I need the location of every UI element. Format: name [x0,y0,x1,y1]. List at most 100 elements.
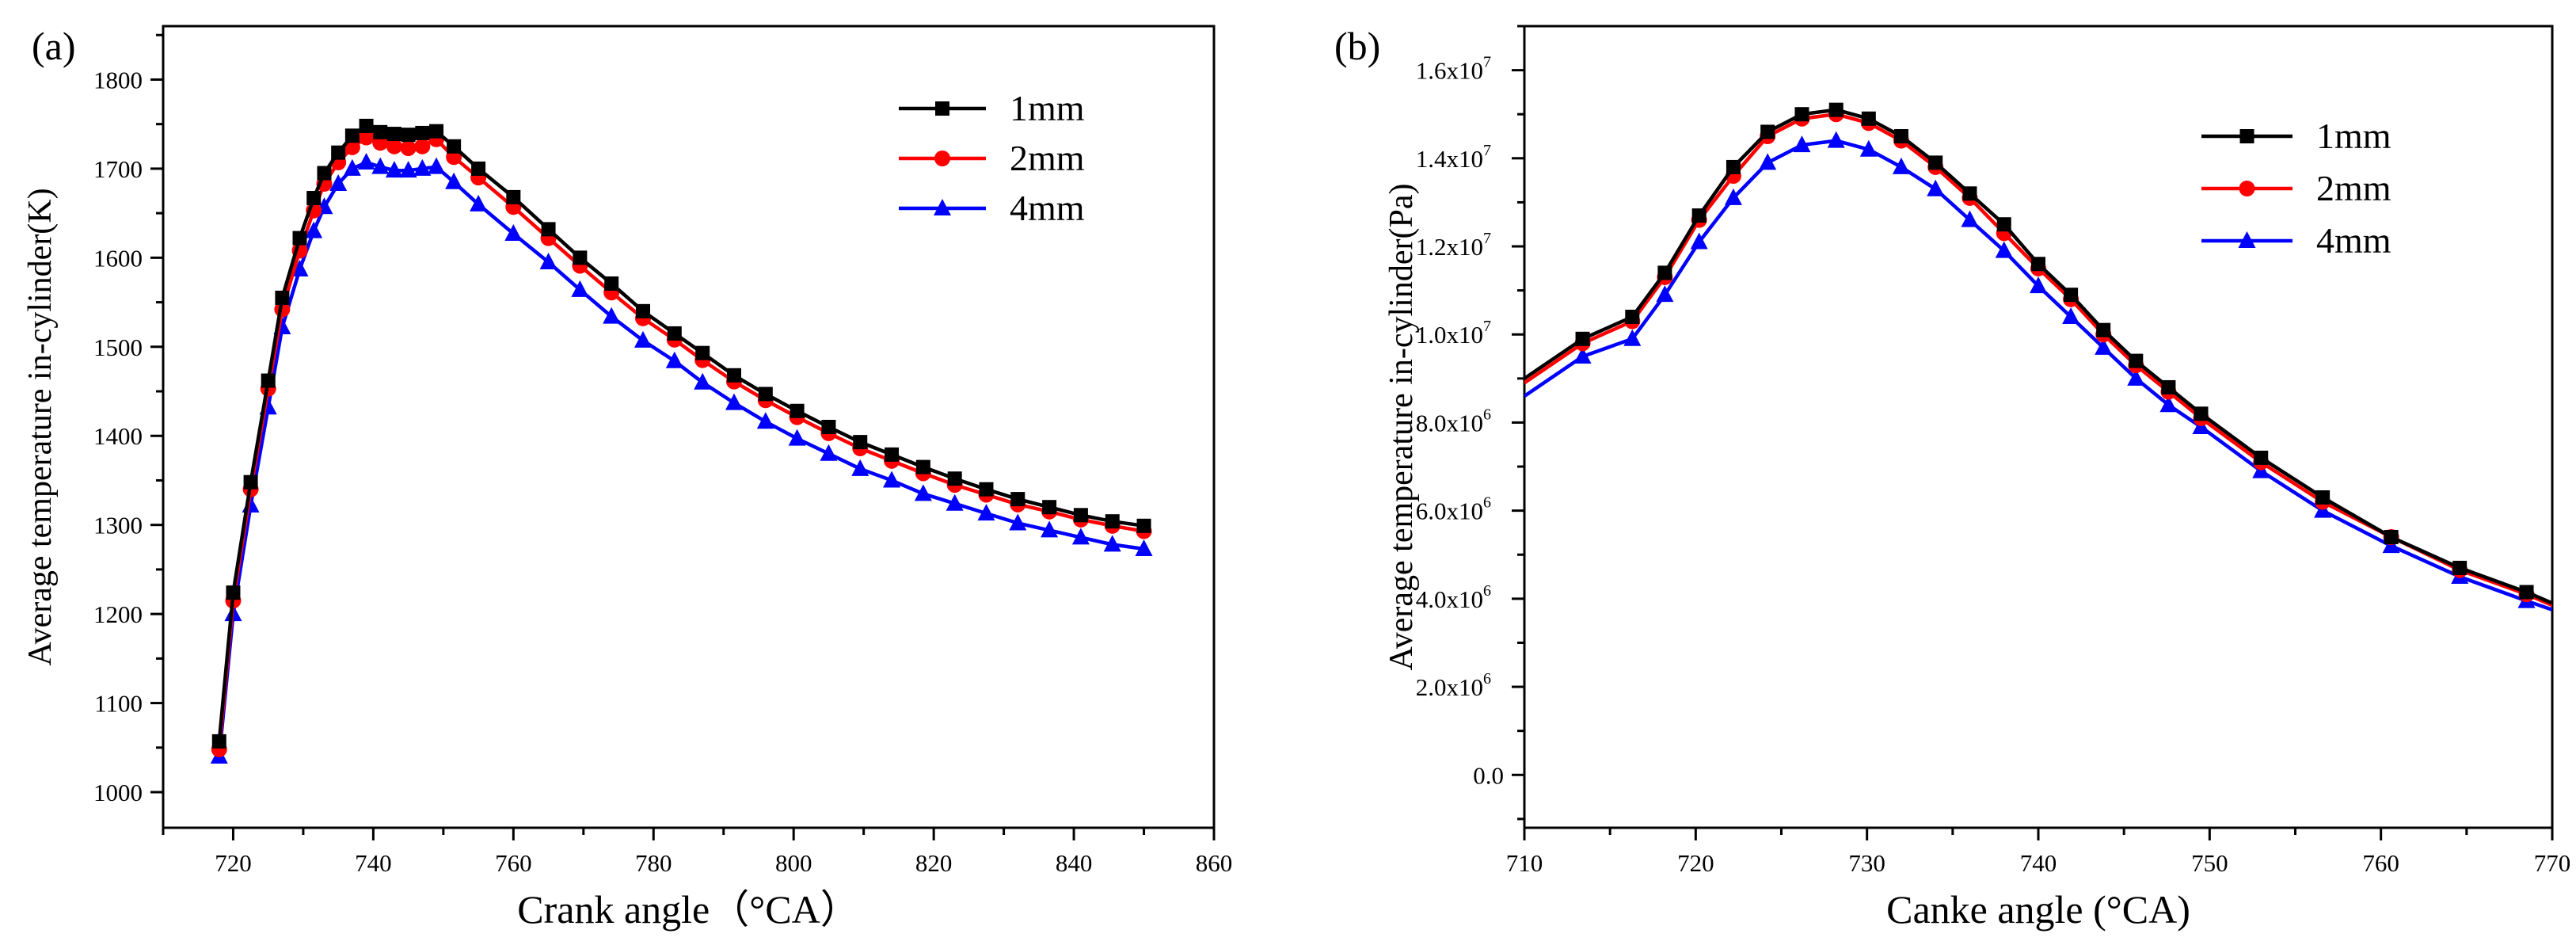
y-tick-exponent: 7 [1483,230,1491,247]
legend-marker-1mm [935,101,949,116]
data-point-1mm [2161,379,2176,394]
data-point-1mm [1575,331,1590,346]
x-tick-label: 730 [1848,849,1885,877]
legend: 1mm 2mm 4mm [899,88,1085,228]
panel-label: (b) [1334,24,1380,68]
data-point-1mm [635,303,650,318]
data-point-4mm [1995,241,2013,258]
legend-marker-4mm [2238,231,2256,248]
legend-marker-4mm [934,199,951,215]
y-tick-label: 8.0x106 [1416,406,1491,436]
y-tick-exponent: 6 [1483,670,1491,688]
data-point-4mm [371,157,390,174]
data-point-1mm [373,124,388,139]
legend-marker-1mm [2239,129,2254,143]
y-tick-exponent: 7 [1483,318,1491,335]
legend-label-4mm: 4mm [1010,188,1085,228]
data-point-4mm [504,223,523,241]
data-point-1mm [2064,288,2079,303]
data-point-4mm [413,158,432,176]
data-point-1mm [331,145,346,160]
data-point-4mm [665,351,683,368]
data-point-1mm [471,161,486,176]
data-point-1mm [306,191,322,206]
data-point-1mm [1691,208,1707,223]
data-point-1mm [359,118,374,133]
legend-marker-2mm [2239,181,2255,196]
data-point-1mm [1105,514,1120,529]
y-tick-label: 1000 [93,779,143,806]
data-point-1mm [401,128,416,143]
data-point-2mm [344,139,360,155]
data-point-4mm [820,444,838,461]
data-point-1mm [667,326,682,341]
data-point-1mm [573,250,588,265]
y-tick-exponent: 6 [1483,494,1491,512]
data-point-1mm [1996,217,2011,232]
y-tick-label: 1.4x107 [1416,142,1491,173]
data-point-4mm [385,161,403,178]
data-point-1mm [1726,159,1741,174]
legend-label-1mm: 1mm [1010,88,1085,128]
data-point-1mm [2096,322,2111,337]
data-point-1mm [415,125,430,140]
legend-label-1mm: 1mm [2316,116,2391,156]
data-point-4mm [883,471,901,488]
plot-frame [162,25,1216,829]
data-point-1mm [2194,406,2209,421]
series-4mm [1524,131,2552,612]
y-tick-exponent: 6 [1483,406,1491,423]
y-tick-exponent: 6 [1483,582,1491,600]
data-point-4mm [2095,337,2113,355]
data-point-4mm [977,504,995,521]
data-point-4mm [539,252,557,269]
data-point-4mm [603,307,621,324]
data-point-4mm [1009,513,1027,531]
series-line-2mm [217,135,1144,750]
y-tick-label: 1800 [93,66,143,93]
data-point-4mm [1961,210,1979,227]
data-point-1mm [1657,265,1672,280]
x-tick-label: 860 [1196,849,1233,877]
data-point-1mm [1794,107,1809,122]
y-tick-label: 1100 [94,690,143,718]
panel-label: (a) [32,24,76,68]
data-point-4mm [445,172,463,189]
data-point-4mm [470,194,488,211]
data-point-4mm [1623,329,1642,346]
data-point-1mm [821,420,836,434]
y-tick-label: 1.6x107 [1416,54,1491,85]
data-point-1mm [853,435,868,450]
data-point-4mm [694,372,712,390]
y-tick-label: 1500 [93,333,143,361]
data-point-4mm [1724,188,1742,205]
x-tick-label: 720 [1677,849,1714,877]
data-point-1mm [344,128,360,143]
data-point-1mm [506,189,521,204]
data-point-4mm [291,259,309,276]
series-line-4mm [217,160,1144,757]
series-line-4mm [1524,139,2552,612]
data-point-2mm [414,138,431,154]
data-point-1mm [2254,450,2269,465]
data-point-1mm [211,734,226,749]
data-point-4mm [788,429,806,446]
data-point-1mm [275,290,290,305]
data-point-4mm [1573,347,1592,364]
data-point-1mm [1073,508,1088,523]
data-point-1mm [447,139,462,154]
x-axis-title: Crank angle（°CA） [517,887,859,932]
data-point-4mm [914,484,932,501]
legend-label-2mm: 2mm [2316,168,2391,208]
data-point-1mm [2315,490,2331,505]
data-point-1mm [292,231,307,246]
x-tick-label: 740 [2020,849,2057,877]
x-tick-label: 740 [355,849,392,877]
data-point-1mm [604,276,619,291]
y-tick-label: 0.0 [1473,761,1504,789]
legend-marker-2mm [934,151,950,166]
data-point-1mm [261,373,276,388]
data-point-1mm [386,127,401,142]
data-point-2mm [386,138,402,154]
data-point-1mm [317,166,332,181]
